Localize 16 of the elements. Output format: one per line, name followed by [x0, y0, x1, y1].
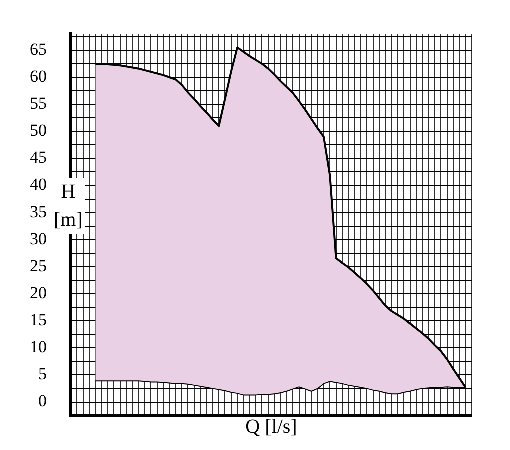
- y-tick-label: 45: [30, 148, 47, 168]
- y-tick-label: 35: [30, 202, 47, 222]
- y-tick-label: 0: [38, 392, 47, 411]
- y-tick-label: 55: [30, 94, 47, 114]
- y-axis-title: H [m]: [54, 178, 83, 234]
- y-tick-label: 30: [30, 229, 47, 248]
- y-tick-label: 20: [30, 283, 47, 302]
- y-tick-label: 10: [30, 338, 47, 357]
- y-tick-label: 40: [30, 175, 47, 194]
- y-tick-label: 25: [30, 256, 47, 276]
- y-tick-label: 50: [30, 121, 47, 140]
- y-tick-label: 15: [30, 310, 47, 330]
- x-axis-title: Q [l/s]: [246, 416, 298, 438]
- y-tick-label: 65: [30, 40, 47, 59]
- y-tick-label: 60: [30, 66, 47, 86]
- y-tick-label: 5: [38, 364, 47, 384]
